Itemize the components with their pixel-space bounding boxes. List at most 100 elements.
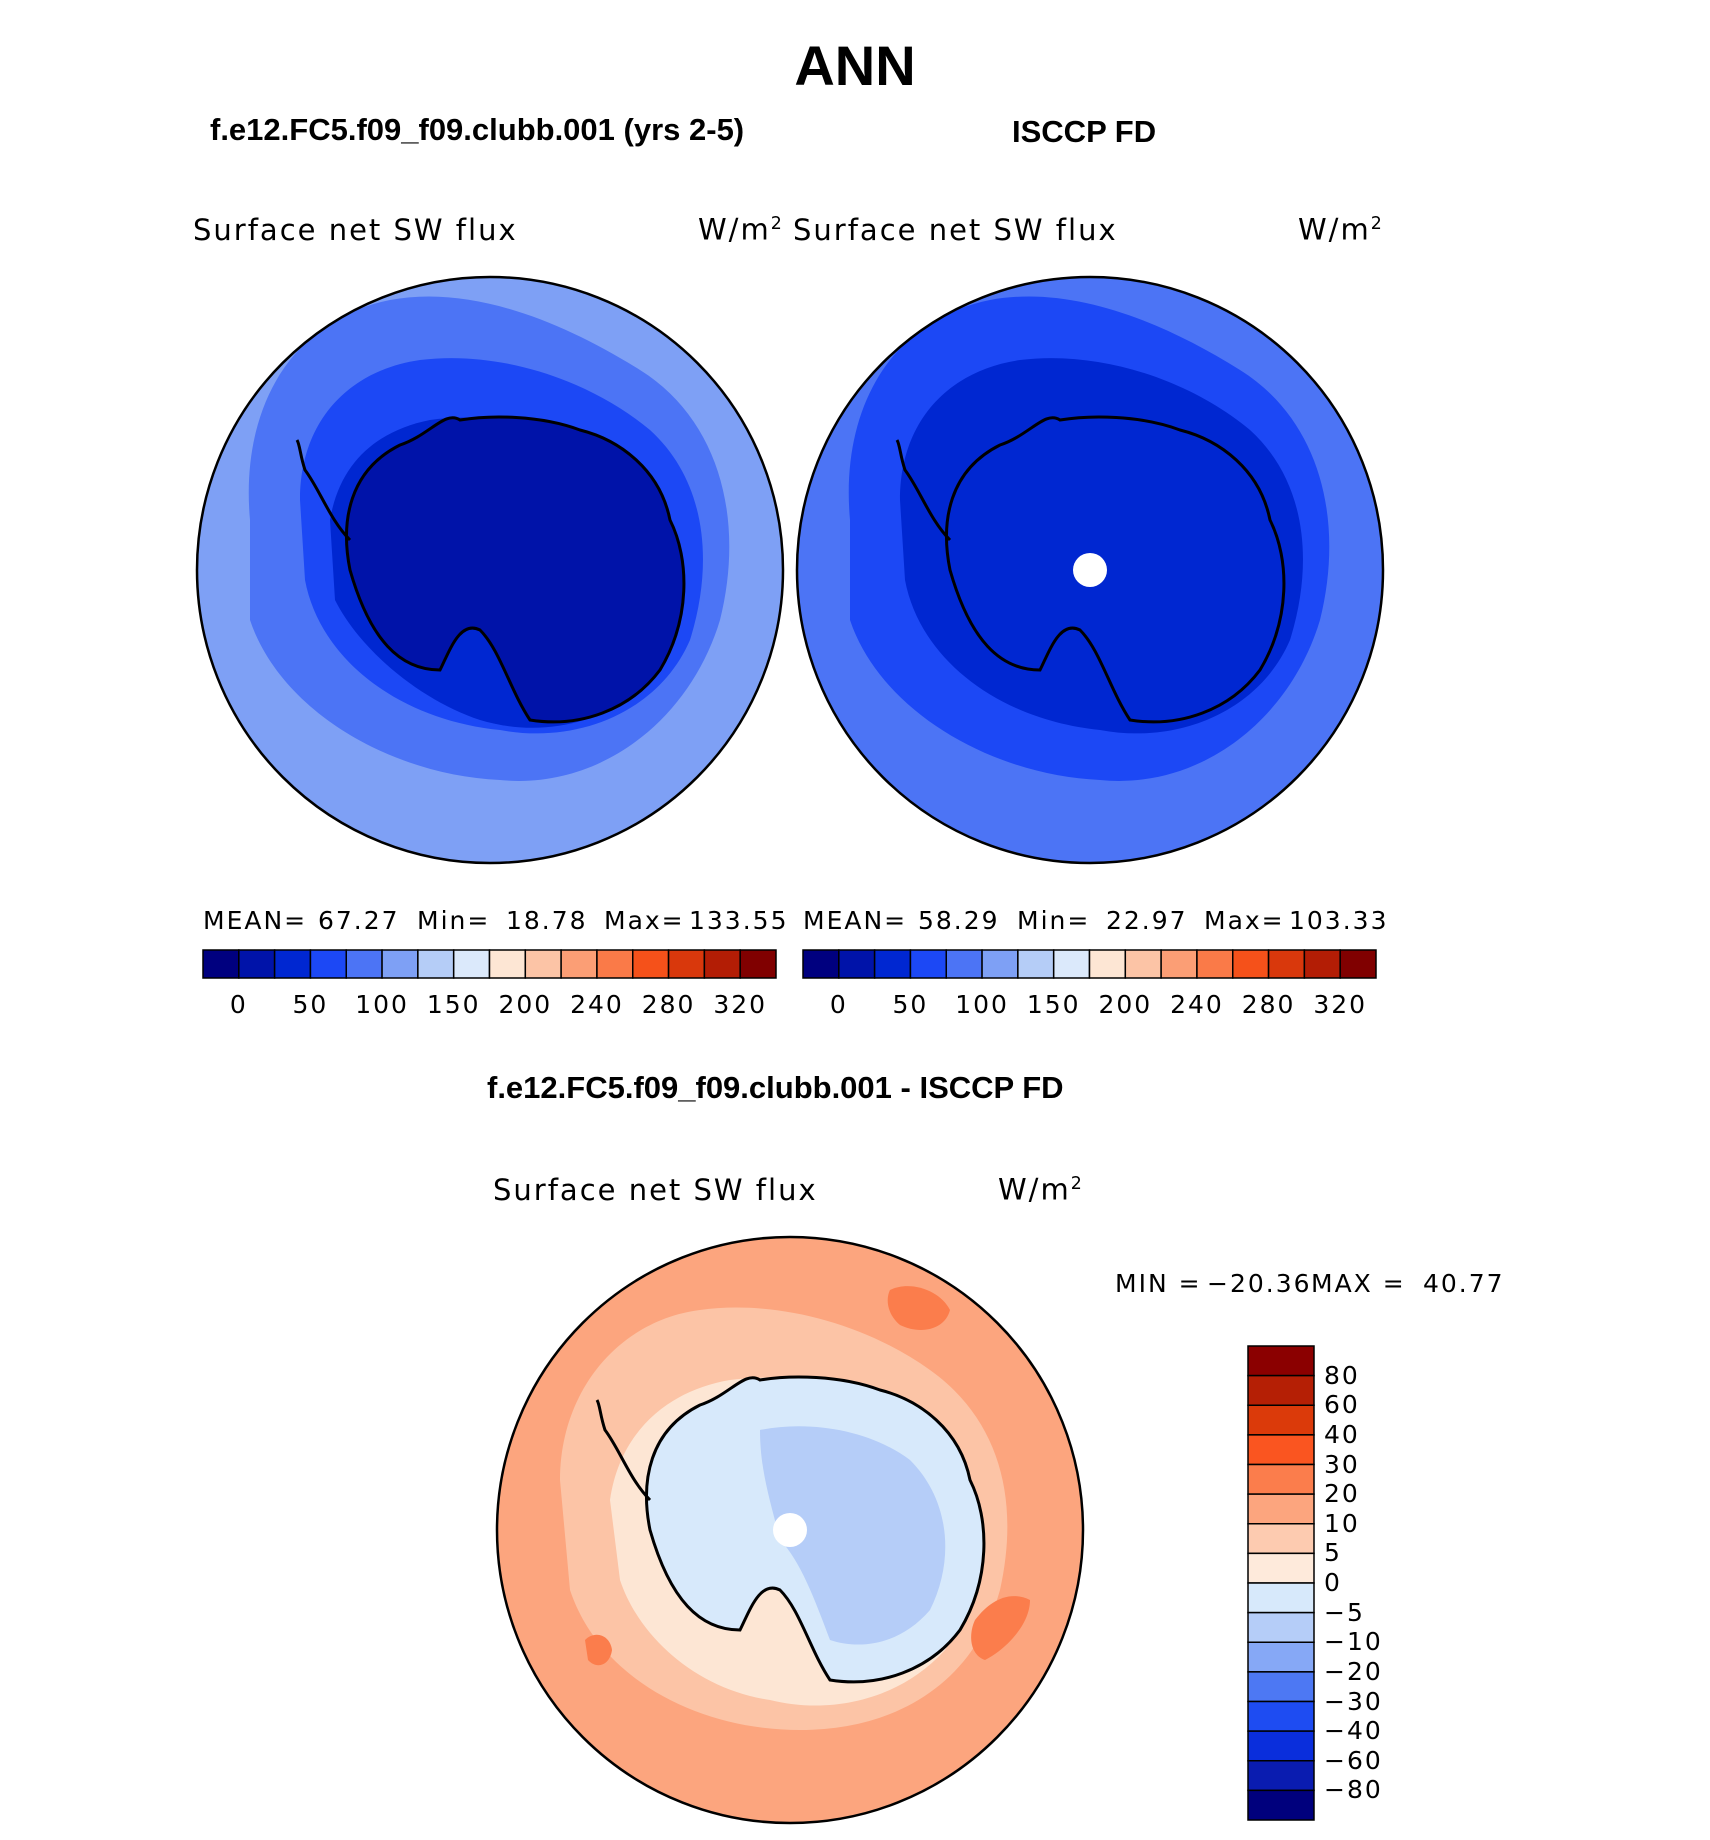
diff-hotspot-3 bbox=[585, 1634, 612, 1666]
obs-colorbar-tick: 0 bbox=[829, 990, 848, 1019]
obs-colorbar-box bbox=[838, 949, 876, 979]
obs-colorbar-tick: 100 bbox=[955, 990, 1009, 1019]
diff-colorbar-box bbox=[1247, 1493, 1315, 1525]
diff-colorbar-box bbox=[1247, 1345, 1315, 1377]
model-colorbar-box bbox=[452, 949, 491, 979]
model-colorbar-box bbox=[667, 949, 706, 979]
model-colorbar-tick: 100 bbox=[355, 990, 409, 1019]
obs-colorbar-box bbox=[1303, 949, 1341, 979]
diff-colorbar-tick: 40 bbox=[1324, 1419, 1360, 1449]
model-max-value: 133.55 bbox=[689, 906, 789, 935]
diff-min-label: MIN = bbox=[1115, 1269, 1202, 1298]
model-colorbar-box bbox=[238, 949, 276, 979]
diff-hotspot-2 bbox=[971, 1596, 1030, 1660]
obs-min-label: Min= bbox=[1017, 906, 1091, 935]
obs-colorbar-box bbox=[1017, 949, 1055, 979]
diff-land-inner bbox=[760, 1426, 946, 1645]
obs-colorbar-tick: 240 bbox=[1170, 990, 1224, 1019]
model-colorbar-box bbox=[596, 949, 634, 979]
diff-colorbar-box bbox=[1247, 1582, 1315, 1614]
model-peninsula bbox=[295, 439, 352, 542]
model-colorbar-tick: 280 bbox=[641, 990, 696, 1019]
obs-units-label: W/m2 bbox=[1298, 212, 1384, 247]
diff-colorbar-box bbox=[1247, 1671, 1315, 1703]
model-colorbar-box bbox=[739, 949, 777, 979]
diff-colorbar-tick: 0 bbox=[1324, 1568, 1342, 1597]
obs-max-value: 103.33 bbox=[1289, 906, 1389, 935]
obs-panel-title: ISCCP FD bbox=[1012, 114, 1157, 149]
model-colorbar-box bbox=[632, 949, 670, 979]
diff-colorbar-box bbox=[1247, 1552, 1315, 1584]
obs-colorbar-box bbox=[802, 949, 840, 979]
diff-map bbox=[497, 1237, 1083, 1823]
obs-mean-label: MEAN= bbox=[803, 906, 908, 935]
obs-colorbar-box bbox=[945, 949, 983, 979]
model-mean-value: 67.27 bbox=[318, 906, 400, 935]
obs-colorbar-tick: 50 bbox=[892, 990, 929, 1019]
obs-pole-hole bbox=[1073, 553, 1107, 587]
model-coastline bbox=[345, 415, 686, 724]
diff-colorbar-box bbox=[1247, 1611, 1315, 1643]
diff-coastline bbox=[645, 1375, 986, 1684]
model-colorbar-box bbox=[560, 949, 598, 979]
obs-max-label: Max= bbox=[1204, 906, 1285, 935]
model-colorbar-tick: 240 bbox=[570, 990, 624, 1019]
diff-colorbar-box bbox=[1247, 1789, 1315, 1821]
obs-colorbar-tick: 200 bbox=[1098, 990, 1153, 1019]
model-map-border bbox=[195, 275, 785, 865]
obs-land bbox=[946, 417, 1284, 722]
obs-colorbar-box bbox=[873, 949, 912, 979]
diff-colorbar-box bbox=[1247, 1700, 1315, 1732]
diff-map-border bbox=[495, 1235, 1085, 1825]
diff-colorbar-box bbox=[1247, 1523, 1315, 1555]
diff-colorbar-box bbox=[1247, 1730, 1315, 1762]
model-colorbar-box bbox=[309, 949, 347, 979]
model-min-label: Min= bbox=[417, 906, 491, 935]
model-colorbar-box bbox=[273, 949, 312, 979]
model-colorbar-box bbox=[703, 949, 741, 979]
model-min-value: 18.78 bbox=[506, 906, 588, 935]
diff-colorbar-box bbox=[1247, 1374, 1315, 1406]
diff-colorbar-box bbox=[1247, 1404, 1315, 1436]
obs-mean-value: 58.29 bbox=[918, 906, 1000, 935]
obs-colorbar bbox=[802, 949, 1377, 979]
diff-colorbar-box bbox=[1247, 1760, 1315, 1792]
diff-colorbar-tick: −10 bbox=[1324, 1627, 1383, 1657]
diff-colorbar-box bbox=[1247, 1463, 1315, 1495]
obs-colorbar-box bbox=[1160, 949, 1198, 979]
diff-colorbar-tick: 10 bbox=[1324, 1508, 1360, 1538]
obs-colorbar-box bbox=[1267, 949, 1306, 979]
model-colorbar-tick: 50 bbox=[292, 990, 329, 1019]
obs-colorbar-box bbox=[1088, 949, 1127, 979]
model-land bbox=[346, 417, 684, 722]
diff-colorbar-tick: −60 bbox=[1324, 1745, 1383, 1775]
diff-pole-hole bbox=[773, 1513, 807, 1547]
obs-colorbar-box bbox=[1052, 949, 1091, 979]
obs-colorbar-tick: 320 bbox=[1313, 990, 1368, 1019]
diff-max-label: MAX = bbox=[1311, 1269, 1406, 1298]
diff-colorbar-tick: −30 bbox=[1324, 1686, 1383, 1716]
obs-colorbar-box bbox=[1124, 949, 1162, 979]
model-panel-title: f.e12.FC5.f09_f09.clubb.001 (yrs 2-5) bbox=[210, 112, 745, 147]
model-mean-label: MEAN= bbox=[203, 906, 308, 935]
diff-colorbar-box bbox=[1247, 1641, 1315, 1673]
model-variable-label: Surface net SW flux bbox=[193, 213, 518, 247]
model-colorbar-tick: 320 bbox=[713, 990, 768, 1019]
obs-colorbar-tick: 280 bbox=[1241, 990, 1296, 1019]
model-colorbar-box bbox=[417, 949, 455, 979]
diff-peninsula bbox=[595, 1399, 652, 1502]
diff-units-label: W/m2 bbox=[998, 1172, 1084, 1207]
model-colorbar-tick: 200 bbox=[498, 990, 553, 1019]
diff-colorbar-tick: 80 bbox=[1324, 1360, 1360, 1390]
obs-colorbar-box bbox=[981, 949, 1019, 979]
model-colorbar-tick: 150 bbox=[426, 990, 481, 1019]
model-colorbar bbox=[202, 949, 777, 979]
diff-panel-title: f.e12.FC5.f09_f09.clubb.001 - ISCCP FD bbox=[487, 1070, 1064, 1105]
obs-colorbar-box bbox=[1339, 949, 1377, 979]
obs-min-value: 22.97 bbox=[1106, 906, 1188, 935]
diff-colorbar-tick: 5 bbox=[1324, 1538, 1342, 1568]
diff-max-value: 40.77 bbox=[1423, 1269, 1505, 1298]
diff-variable-label: Surface net SW flux bbox=[493, 1173, 818, 1207]
diff-colorbar-tick: −80 bbox=[1324, 1775, 1383, 1805]
